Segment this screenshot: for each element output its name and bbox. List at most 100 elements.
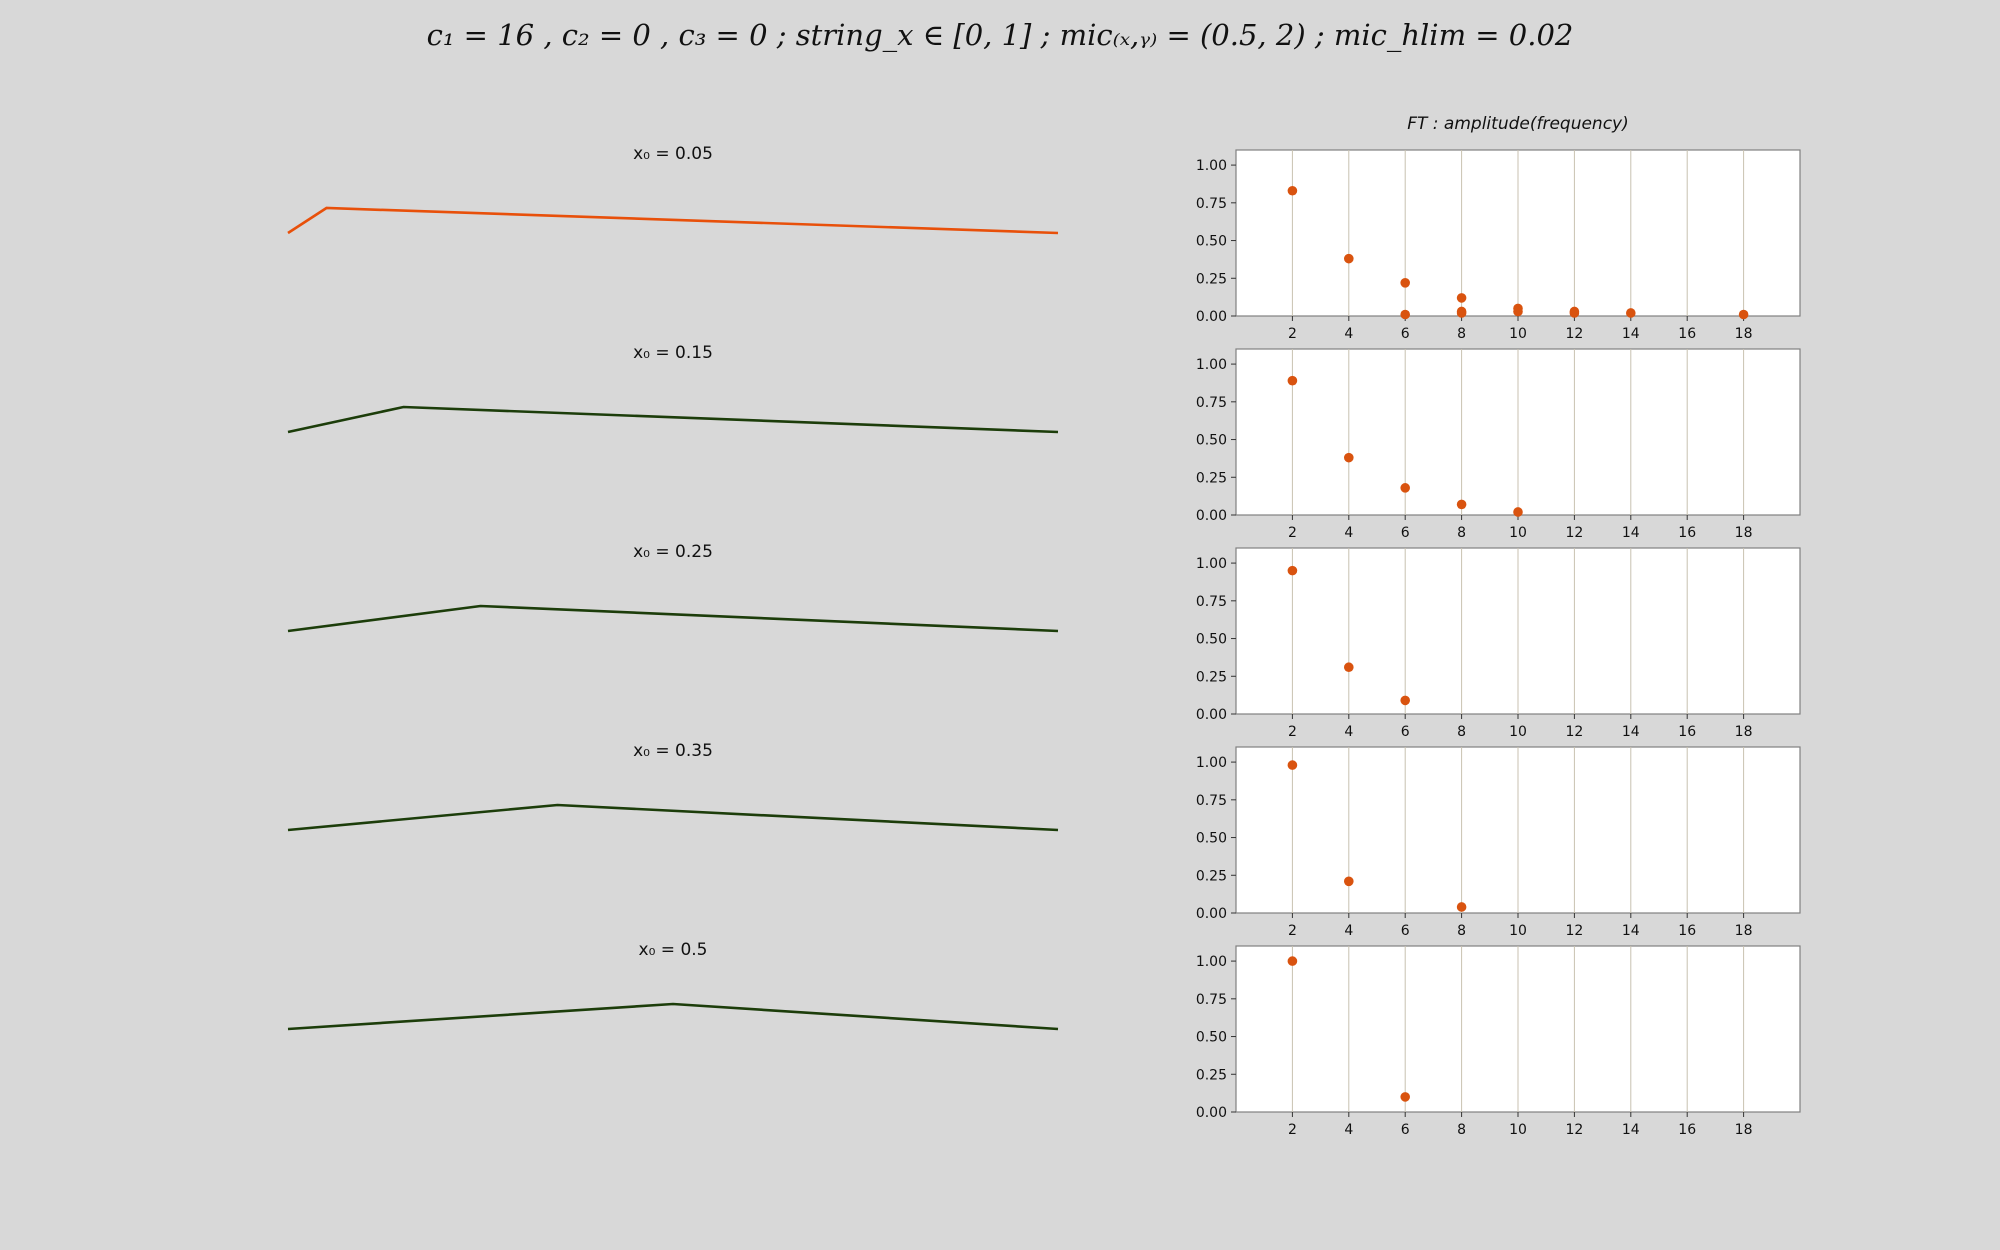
ft-panel: 2 4 6 8 10 12 14 16 18 0.00 0.25 0.50 0.75 1.00 bbox=[1196, 547, 1801, 740]
ft-x-tick-label: 6 bbox=[1401, 525, 1410, 541]
string-shapes-column: x₀ = 0.05 x₀ = 0.15 x₀ = 0.25 x₀ = 0.35 x₀ =… bbox=[287, 144, 1059, 1031]
ft-x-tick-label: 6 bbox=[1401, 326, 1410, 342]
ft-x-tick-label: 14 bbox=[1622, 326, 1640, 342]
ft-x-tick-label: 16 bbox=[1678, 923, 1696, 939]
ft-x-tick-label: 8 bbox=[1457, 923, 1466, 939]
ft-x-tick-label: 4 bbox=[1344, 326, 1353, 342]
ft-y-tick-label: 1.00 bbox=[1196, 357, 1227, 373]
ft-x-tick-label: 18 bbox=[1735, 923, 1753, 939]
ft-amplitude-point bbox=[1569, 308, 1580, 318]
ft-amplitude-point bbox=[1513, 306, 1523, 317]
ft-y-tick-label: 0.50 bbox=[1196, 831, 1227, 847]
ft-y-tick-label: 0.25 bbox=[1196, 868, 1227, 884]
ft-x-tick-label: 2 bbox=[1288, 923, 1297, 939]
ft-x-tick-label: 8 bbox=[1457, 326, 1466, 342]
string-panel: x₀ = 0.5 bbox=[287, 940, 1059, 1031]
string-panel: x₀ = 0.15 bbox=[287, 343, 1059, 434]
ft-x-tick-label: 2 bbox=[1288, 326, 1297, 342]
ft-amplitude-point bbox=[1344, 452, 1354, 463]
ft-x-tick-label: 6 bbox=[1401, 724, 1410, 740]
ft-amplitude-point bbox=[1287, 956, 1298, 966]
ft-amplitude-point bbox=[1456, 293, 1467, 303]
string-shape-line bbox=[287, 206, 1059, 235]
ft-x-tick-label: 12 bbox=[1565, 724, 1583, 740]
ft-x-tick-label: 6 bbox=[1401, 1122, 1410, 1138]
ft-x-tick-label: 4 bbox=[1344, 525, 1353, 541]
ft-x-tick-label: 8 bbox=[1457, 1122, 1466, 1138]
ft-x-tick-label: 10 bbox=[1509, 525, 1527, 541]
ft-amplitude-point bbox=[1344, 662, 1354, 673]
ft-y-tick-label: 0.00 bbox=[1196, 707, 1227, 723]
ft-amplitude-point bbox=[1400, 1092, 1410, 1102]
ft-x-tick-label: 16 bbox=[1678, 724, 1696, 740]
ft-x-tick-label: 12 bbox=[1565, 923, 1583, 939]
string-panel-title: x₀ = 0.35 bbox=[633, 741, 713, 761]
ft-panels-column: 2 4 6 8 10 12 14 16 18 0.00 0.25 0.50 0.75 1.00 2 4 6 8 10… bbox=[1196, 149, 1801, 1138]
ft-x-tick-label: 8 bbox=[1457, 724, 1466, 740]
ft-x-tick-label: 14 bbox=[1622, 724, 1640, 740]
ft-amplitude-point bbox=[1400, 695, 1410, 706]
ft-x-tick-label: 14 bbox=[1622, 1122, 1640, 1138]
ft-x-tick-label: 6 bbox=[1401, 923, 1410, 939]
string-panel-title: x₀ = 0.5 bbox=[639, 940, 708, 960]
ft-x-tick-label: 4 bbox=[1344, 923, 1353, 939]
ft-x-tick-label: 18 bbox=[1735, 326, 1753, 342]
ft-amplitude-point bbox=[1738, 309, 1749, 320]
ft-amplitude-point bbox=[1287, 375, 1298, 386]
ft-amplitude-point bbox=[1456, 308, 1467, 318]
string-panel-title: x₀ = 0.15 bbox=[633, 343, 713, 363]
string-panel-title: x₀ = 0.25 bbox=[633, 542, 713, 562]
ft-amplitude-point bbox=[1287, 185, 1298, 196]
ft-amplitude-point bbox=[1456, 499, 1467, 510]
ft-y-tick-label: 0.25 bbox=[1196, 669, 1227, 685]
string-shape-line bbox=[287, 604, 1059, 633]
string-panel: x₀ = 0.35 bbox=[287, 741, 1059, 832]
ft-panel: 2 4 6 8 10 12 14 16 18 0.00 0.25 0.50 0.75 1.00 bbox=[1196, 149, 1801, 342]
ft-y-tick-label: 0.75 bbox=[1196, 992, 1227, 1008]
ft-y-tick-label: 0.75 bbox=[1196, 594, 1227, 610]
ft-amplitude-point bbox=[1456, 902, 1467, 912]
ft-x-tick-label: 4 bbox=[1344, 1122, 1353, 1138]
ft-y-tick-label: 1.00 bbox=[1196, 158, 1227, 174]
ft-amplitude-point bbox=[1400, 309, 1410, 320]
ft-x-tick-label: 10 bbox=[1509, 923, 1527, 939]
ft-x-tick-label: 12 bbox=[1565, 525, 1583, 541]
ft-x-tick-label: 16 bbox=[1678, 525, 1696, 541]
ft-x-tick-label: 14 bbox=[1622, 525, 1640, 541]
ft-y-tick-label: 0.00 bbox=[1196, 508, 1227, 524]
ft-x-tick-label: 18 bbox=[1735, 1122, 1753, 1138]
ft-y-tick-label: 1.00 bbox=[1196, 954, 1227, 970]
string-shape-line bbox=[287, 1002, 1059, 1031]
ft-panel: 2 4 6 8 10 12 14 16 18 0.00 0.25 0.50 0.75 1.00 bbox=[1196, 746, 1801, 939]
ft-y-tick-label: 0.25 bbox=[1196, 1067, 1227, 1083]
ft-amplitude-point bbox=[1400, 483, 1410, 493]
ft-x-tick-label: 2 bbox=[1288, 525, 1297, 541]
ft-y-tick-label: 0.50 bbox=[1196, 1030, 1227, 1046]
ft-x-tick-label: 10 bbox=[1509, 326, 1527, 342]
ft-y-tick-label: 1.00 bbox=[1196, 556, 1227, 572]
ft-x-tick-label: 4 bbox=[1344, 724, 1353, 740]
ft-panel: 2 4 6 8 10 12 14 16 18 0.00 0.25 0.50 0.75 1.00 bbox=[1196, 348, 1801, 541]
ft-y-tick-label: 1.00 bbox=[1196, 755, 1227, 771]
ft-amplitude-point bbox=[1344, 253, 1354, 264]
ft-y-tick-label: 0.00 bbox=[1196, 309, 1227, 325]
ft-x-tick-label: 2 bbox=[1288, 1122, 1297, 1138]
ft-y-tick-label: 0.75 bbox=[1196, 196, 1227, 212]
ft-x-tick-label: 10 bbox=[1509, 724, 1527, 740]
ft-y-tick-label: 0.50 bbox=[1196, 234, 1227, 250]
ft-y-tick-label: 0.00 bbox=[1196, 1105, 1227, 1121]
string-panel: x₀ = 0.25 bbox=[287, 542, 1059, 633]
string-shape-line bbox=[287, 405, 1059, 434]
ft-y-tick-label: 0.25 bbox=[1196, 271, 1227, 287]
ft-x-tick-label: 12 bbox=[1565, 326, 1583, 342]
string-panel-title: x₀ = 0.05 bbox=[633, 144, 713, 164]
ft-y-tick-label: 0.50 bbox=[1196, 433, 1227, 449]
page-title: c₁ = 16 , c₂ = 0 , c₃ = 0 ; string_x ∈ [… bbox=[426, 18, 1574, 52]
ft-x-tick-label: 12 bbox=[1565, 1122, 1583, 1138]
string-panel: x₀ = 0.05 bbox=[287, 144, 1059, 235]
ft-x-tick-label: 16 bbox=[1678, 1122, 1696, 1138]
ft-amplitude-point bbox=[1400, 278, 1410, 288]
ft-amplitude-point bbox=[1287, 760, 1298, 770]
ft-x-tick-label: 8 bbox=[1457, 525, 1466, 541]
